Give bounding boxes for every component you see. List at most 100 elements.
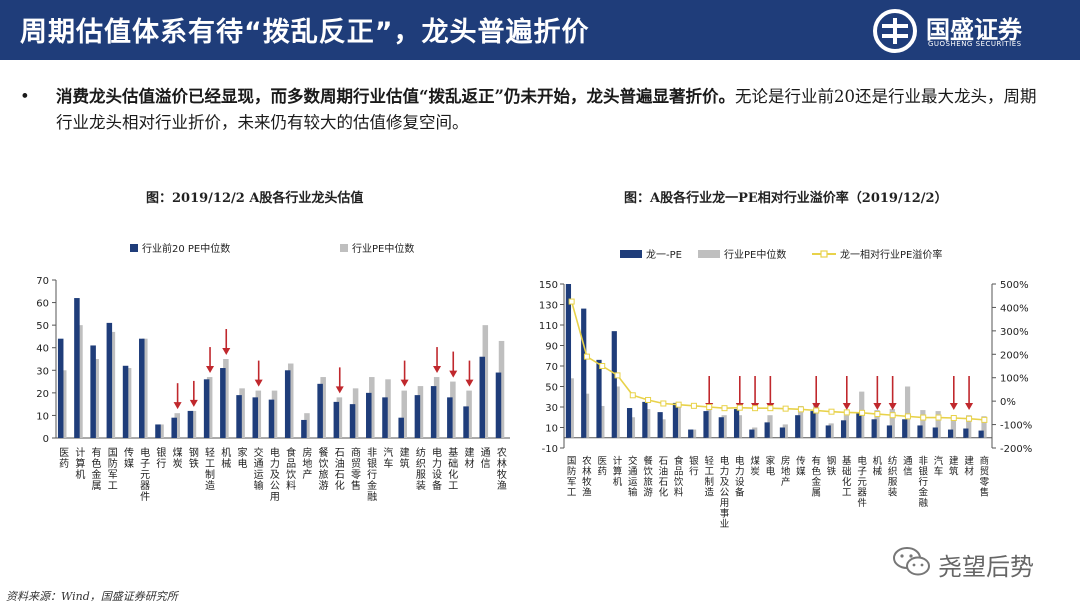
- svg-text:餐: 餐: [643, 455, 653, 467]
- svg-text:产: 产: [302, 468, 312, 481]
- y-tick-label: 50: [545, 383, 558, 394]
- bar-industry-pe: [966, 415, 972, 438]
- bar-top1-pe: [672, 402, 679, 438]
- bar-top1-pe: [947, 429, 954, 438]
- x-tick-label: 传媒: [796, 455, 806, 478]
- y-tick-label: 30: [545, 403, 558, 414]
- premium-point: [767, 405, 774, 412]
- premium-point: [752, 405, 759, 412]
- bar-top1-pe: [978, 430, 984, 438]
- svg-text:品: 品: [286, 458, 296, 470]
- chart2: 龙一-PE 行业PE中位数 龙一相对行业PE溢价率 -10 10 30 50 70 90 110 1…: [539, 248, 1032, 530]
- svg-text:药: 药: [597, 467, 607, 478]
- bar-top20-pe: [236, 395, 242, 438]
- bar-industry-pe: [158, 424, 164, 438]
- x-tick-label: 计算机: [613, 455, 623, 488]
- bar-industry-pe: [385, 379, 391, 438]
- x-tick-label: 煤炭: [173, 446, 183, 470]
- svg-text:件: 件: [857, 497, 867, 509]
- svg-text:防: 防: [567, 466, 577, 478]
- svg-text:通: 通: [481, 447, 491, 459]
- svg-text:子: 子: [857, 467, 867, 478]
- svg-text:贸: 贸: [980, 466, 990, 478]
- slide-header: 周期估值体系有待“拨乱反正”，龙头普遍折价 国盛证券 GUOSHENG SECU…: [0, 0, 1080, 60]
- y-tick-label: 130: [539, 301, 558, 312]
- svg-text:军: 军: [567, 477, 577, 488]
- legend-label-premium: 龙一相对行业PE溢价率: [840, 248, 942, 261]
- svg-text:行: 行: [367, 468, 377, 481]
- bar-top1-pe: [718, 417, 724, 438]
- svg-text:筑: 筑: [949, 466, 959, 478]
- premium-point: [813, 407, 820, 414]
- svg-text:电: 电: [237, 457, 247, 470]
- y-tick-label: 50: [36, 321, 49, 332]
- guosheng-logo-icon: [873, 9, 917, 53]
- bar-industry-pe: [721, 415, 727, 438]
- svg-text:力: 力: [720, 466, 730, 478]
- legend-swatch-industry: [698, 250, 720, 258]
- svg-text:旅: 旅: [319, 468, 329, 481]
- bar-industry-pe: [287, 363, 294, 438]
- svg-text:元: 元: [857, 477, 867, 488]
- svg-text:建: 建: [964, 455, 974, 467]
- svg-text:家: 家: [766, 455, 776, 467]
- svg-text:饮: 饮: [643, 466, 653, 478]
- svg-text:轻: 轻: [205, 446, 215, 459]
- bar-industry-pe: [767, 415, 773, 438]
- svg-text:料: 料: [286, 479, 296, 492]
- bar-top20-pe: [284, 370, 291, 438]
- bar-top1-pe: [642, 401, 648, 438]
- y-tick-label: 20: [36, 389, 49, 400]
- summary-bold: 消费龙头估值溢价已经显现，而多数周期行业估值“拨乱返正”仍未开始，龙头普遍显著折…: [56, 87, 735, 106]
- svg-text:金: 金: [918, 487, 928, 499]
- svg-text:钢: 钢: [827, 455, 837, 467]
- svg-text:造: 造: [205, 479, 215, 492]
- red-arrow-icon: [173, 383, 182, 410]
- x-tick-label: 银行: [689, 455, 699, 478]
- bar-industry-pe: [981, 416, 987, 438]
- svg-text:媒: 媒: [124, 458, 134, 470]
- red-arrow-icon: [766, 376, 775, 410]
- red-arrow-icon: [206, 347, 215, 374]
- bar-top20-pe: [187, 410, 194, 438]
- svg-text:料: 料: [674, 487, 684, 499]
- svg-text:汽: 汽: [383, 446, 393, 459]
- bar-industry-pe: [239, 388, 245, 438]
- svg-text:力: 力: [270, 457, 280, 470]
- svg-text:信: 信: [903, 466, 913, 478]
- bar-industry-pe: [77, 325, 83, 438]
- svg-text:饮: 饮: [319, 457, 329, 470]
- bar-industry-pe: [352, 388, 359, 438]
- y2-tick-label: 200%: [1000, 350, 1029, 361]
- svg-text:力: 力: [735, 466, 745, 478]
- bar-industry-pe: [828, 423, 834, 438]
- premium-point: [981, 416, 988, 423]
- svg-text:械: 械: [873, 466, 883, 478]
- premium-point: [935, 414, 942, 421]
- svg-text:基: 基: [842, 455, 852, 467]
- svg-text:车: 车: [383, 457, 393, 470]
- svg-text:地: 地: [302, 457, 312, 470]
- svg-text:金: 金: [367, 479, 377, 492]
- bar-top20-pe: [57, 338, 64, 438]
- premium-point: [599, 363, 606, 369]
- red-arrow-icon: [751, 376, 760, 410]
- svg-text:国: 国: [108, 447, 118, 459]
- svg-text:电: 电: [140, 446, 150, 459]
- bar-top20-pe: [139, 338, 145, 438]
- x-tick-label: 家电: [237, 446, 247, 470]
- y2-tick-label: -200%: [1000, 444, 1032, 455]
- svg-text:织: 织: [416, 458, 426, 470]
- svg-text:机: 机: [221, 446, 231, 459]
- bar-top20-pe: [122, 365, 129, 438]
- svg-text:设: 设: [735, 477, 745, 488]
- svg-text:交: 交: [628, 455, 638, 467]
- bar-top1-pe: [917, 425, 923, 438]
- svg-text:属: 属: [92, 480, 102, 492]
- svg-text:汽: 汽: [934, 455, 944, 467]
- svg-text:饮: 饮: [674, 476, 684, 488]
- bar-industry-pe: [304, 413, 310, 438]
